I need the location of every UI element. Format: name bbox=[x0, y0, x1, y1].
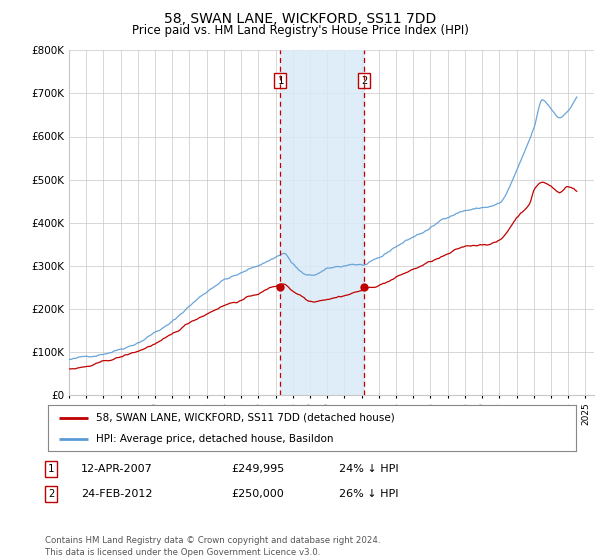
Text: Contains HM Land Registry data © Crown copyright and database right 2024.
This d: Contains HM Land Registry data © Crown c… bbox=[45, 536, 380, 557]
Text: 24-FEB-2012: 24-FEB-2012 bbox=[81, 489, 152, 499]
Text: 12-APR-2007: 12-APR-2007 bbox=[81, 464, 153, 474]
Bar bbox=[280, 50, 364, 395]
Text: 58, SWAN LANE, WICKFORD, SS11 7DD: 58, SWAN LANE, WICKFORD, SS11 7DD bbox=[164, 12, 436, 26]
Text: 2: 2 bbox=[48, 489, 54, 499]
Text: 58, SWAN LANE, WICKFORD, SS11 7DD (detached house): 58, SWAN LANE, WICKFORD, SS11 7DD (detac… bbox=[95, 413, 394, 423]
Text: 24% ↓ HPI: 24% ↓ HPI bbox=[339, 464, 398, 474]
Text: 1: 1 bbox=[48, 464, 54, 474]
Text: £250,000: £250,000 bbox=[231, 489, 284, 499]
Text: 2: 2 bbox=[361, 76, 367, 86]
Text: Price paid vs. HM Land Registry's House Price Index (HPI): Price paid vs. HM Land Registry's House … bbox=[131, 24, 469, 36]
Text: HPI: Average price, detached house, Basildon: HPI: Average price, detached house, Basi… bbox=[95, 435, 333, 444]
Text: 26% ↓ HPI: 26% ↓ HPI bbox=[339, 489, 398, 499]
Text: £249,995: £249,995 bbox=[231, 464, 284, 474]
Text: 1: 1 bbox=[277, 76, 284, 86]
